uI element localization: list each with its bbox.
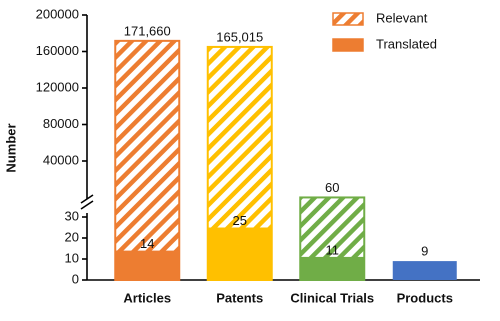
legend-swatch — [332, 38, 364, 52]
y-tick-label: 0 — [72, 271, 79, 286]
value-label: 165,015 — [216, 29, 263, 44]
y-tick-label: 40000 — [43, 152, 79, 167]
value-label: 9 — [421, 244, 428, 259]
y-tick-label: 160000 — [36, 43, 79, 58]
bar-translated — [207, 227, 272, 280]
value-label: 11 — [326, 242, 340, 257]
bar-translated — [392, 261, 457, 280]
y-tick-label: 10 — [65, 250, 79, 265]
value-label: 14 — [140, 236, 154, 251]
axis-break — [80, 194, 94, 204]
value-label: 25 — [233, 213, 247, 228]
legend-swatch — [332, 12, 364, 26]
x-tick-label: Products — [397, 290, 453, 305]
x-tick-label: Articles — [123, 290, 171, 305]
x-tick-label: Clinical Trials — [290, 290, 374, 305]
y-tick-label: 200000 — [36, 6, 79, 21]
legend-label: Translated — [376, 36, 437, 51]
bar-translated — [300, 256, 365, 280]
y-tick-label: 120000 — [36, 79, 79, 94]
bar-relevant — [114, 39, 181, 282]
value-label: 60 — [325, 180, 339, 195]
y-tick-label: 20 — [65, 229, 79, 244]
x-tick-label: Patents — [216, 290, 263, 305]
legend-label: Relevant — [376, 10, 428, 25]
y-tick-label: 30 — [65, 208, 79, 223]
bar-translated — [115, 250, 180, 280]
value-label: 171,660 — [124, 23, 171, 38]
axis-break — [80, 200, 94, 210]
y-axis-label: Number — [3, 123, 18, 172]
y-tick-label: 80000 — [43, 116, 79, 131]
